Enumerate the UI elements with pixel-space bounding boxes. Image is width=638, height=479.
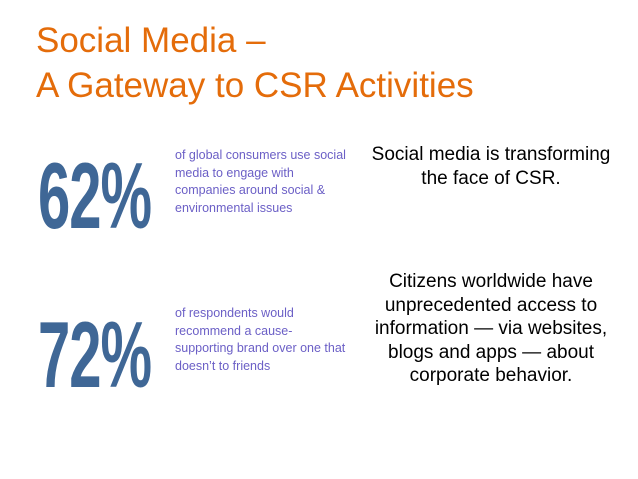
stat-62-percent: 62%: [38, 143, 152, 249]
slide-title-line-2: A Gateway to CSR Activities: [36, 66, 474, 105]
body-paragraph-csr: Social media is transforming the face of…: [371, 144, 611, 189]
stat-62-description: of global consumers use social media to …: [175, 148, 346, 215]
slide-title-line-1: Social Media –: [36, 21, 266, 60]
stat-72-percent: 72%: [38, 302, 152, 408]
stat-72-description: of respondents would recommend a cause-s…: [175, 306, 346, 373]
body-paragraph-citizens: Citizens worldwide have unprecedented ac…: [374, 271, 608, 386]
slide-title: Social Media – A Gateway to CSR Activiti…: [36, 18, 474, 108]
